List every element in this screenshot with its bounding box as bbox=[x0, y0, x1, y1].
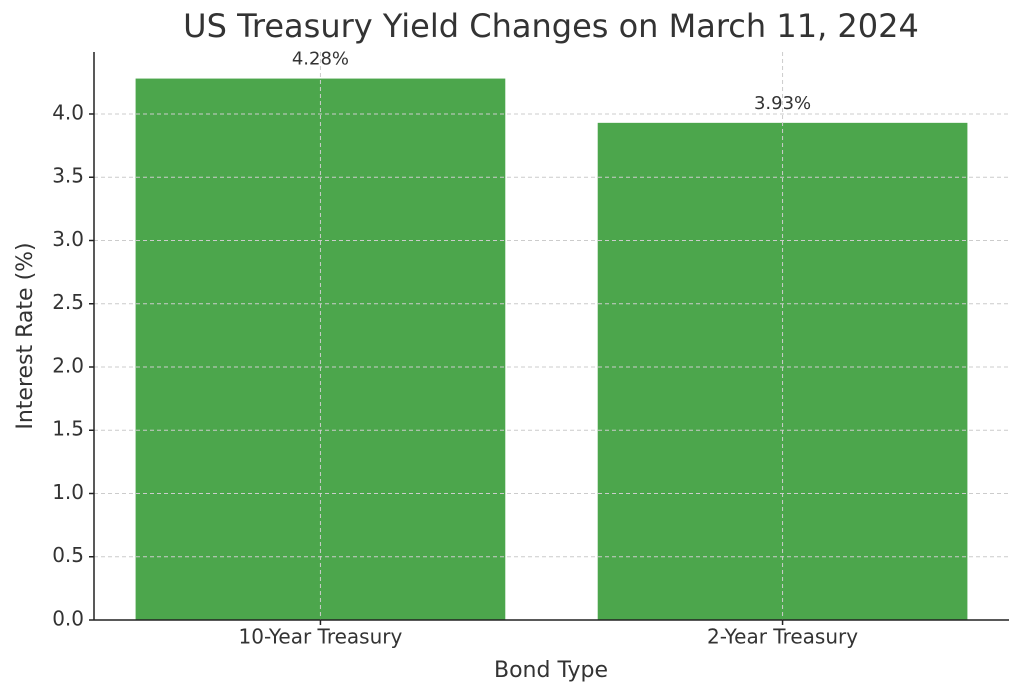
y-tick-label: 2.5 bbox=[52, 290, 84, 314]
chart-title: US Treasury Yield Changes on March 11, 2… bbox=[183, 7, 919, 45]
y-tick-label: 3.0 bbox=[52, 227, 84, 251]
y-tick-label: 1.5 bbox=[52, 417, 84, 441]
y-tick-label: 4.0 bbox=[52, 100, 84, 124]
value-label: 4.28% bbox=[292, 49, 349, 70]
y-tick-label: 0.5 bbox=[52, 543, 84, 567]
y-tick-label: 2.0 bbox=[52, 353, 84, 377]
y-tick-label: 1.0 bbox=[52, 480, 84, 504]
y-axis-label: Interest Rate (%) bbox=[13, 242, 38, 429]
x-tick-label: 2-Year Treasury bbox=[707, 625, 858, 649]
x-axis-label: Bond Type bbox=[494, 658, 608, 683]
y-tick-label: 0.0 bbox=[52, 607, 84, 631]
x-tick-label: 10-Year Treasury bbox=[239, 625, 403, 649]
y-tick-label: 3.5 bbox=[52, 164, 84, 188]
value-label: 3.93% bbox=[754, 93, 811, 114]
